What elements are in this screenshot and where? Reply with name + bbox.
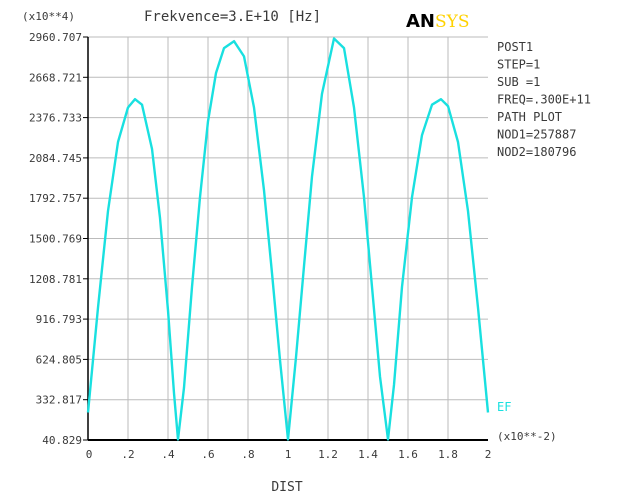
series-line-ef <box>86 37 490 441</box>
y-tick-label: 916.793 <box>36 313 82 326</box>
info-panel-line: NOD2=180796 <box>497 145 576 159</box>
y-tick-label: 1792.757 <box>29 192 82 205</box>
x-tick-label: 1.6 <box>398 448 418 461</box>
x-tick-label: 1.2 <box>318 448 338 461</box>
y-tick-label: 332.817 <box>36 394 82 407</box>
y-tick-label: 1500.769 <box>29 232 82 245</box>
series-layer <box>86 37 490 441</box>
axes: 0 .2 .4 .6 .8 1 1.2 1.4 1.6 1.8 2 40.829 332.817 624.… <box>29 31 491 461</box>
chart-title: Frekvence=3.E+10 [Hz] <box>144 9 321 25</box>
x-tick-label: 1 <box>285 448 292 461</box>
y-tick-label: 2960.707 <box>29 31 82 44</box>
x-tick-label: 0 <box>86 448 93 461</box>
grid-lines <box>88 36 488 440</box>
info-panel-line: NOD1=257887 <box>497 128 576 142</box>
x-scale-label: (x10**-2) <box>497 430 557 443</box>
x-tick-label: .2 <box>121 448 134 461</box>
x-tick-label: 2 <box>485 448 492 461</box>
info-panel-line: POST1 <box>497 40 533 54</box>
y-tick-label: 2668.721 <box>29 71 82 84</box>
y-scale-label: (x10**4) <box>22 10 75 23</box>
info-panel-line: SUB =1 <box>497 75 540 89</box>
x-tick-label: .8 <box>241 448 254 461</box>
info-panel-line: FREQ=.300E+11 <box>497 93 591 107</box>
x-tick-label: .4 <box>161 448 175 461</box>
x-tick-label: 1.8 <box>438 448 458 461</box>
logo-an-text: AN <box>406 11 435 32</box>
y-tick-label: 2084.745 <box>29 152 82 165</box>
info-panel: POST1 STEP=1 SUB =1 FREQ=.300E+11 PATH PLOT N… <box>497 40 591 159</box>
info-panel-line: STEP=1 <box>497 58 540 72</box>
y-tick-label: 624.805 <box>36 353 82 366</box>
y-tick-label: 40.829 <box>42 434 82 447</box>
x-tick-label: 1.4 <box>358 448 378 461</box>
info-panel-line: PATH PLOT <box>497 110 562 124</box>
x-axis-label: DIST <box>271 480 302 494</box>
y-tick-label: 2376.733 <box>29 112 82 125</box>
ansys-logo: AN SYS <box>406 11 470 32</box>
y-tick-label: 1208.781 <box>29 273 82 286</box>
logo-sys-text: SYS <box>435 12 470 32</box>
series-legend-label: EF <box>497 400 511 414</box>
x-tick-label: .6 <box>201 448 214 461</box>
